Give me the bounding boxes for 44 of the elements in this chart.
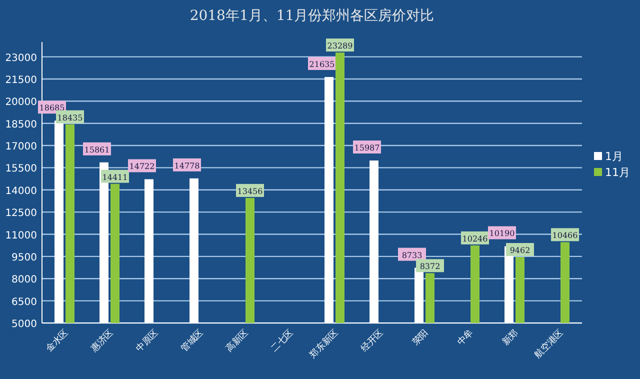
- data-label: 14411: [102, 172, 128, 182]
- data-label: 23289: [327, 42, 353, 51]
- data-label: 8733: [402, 250, 422, 260]
- y-tick-label: 17000: [5, 142, 37, 153]
- data-label: 21635: [309, 60, 335, 69]
- x-tick-label: 金水区: [44, 327, 71, 354]
- x-tick-label: 航空港区: [532, 327, 566, 361]
- x-tick-label: 中原区: [134, 327, 161, 354]
- data-label: 18435: [57, 113, 83, 122]
- y-tick-label: 15500: [5, 164, 37, 175]
- x-tick-label: 郑东新区: [307, 327, 341, 361]
- y-tick-label: 5000: [12, 319, 37, 330]
- x-tick-label: 经开区: [358, 327, 386, 354]
- y-tick-label: 6500: [12, 296, 37, 308]
- x-tick-label: 荥阳: [410, 327, 431, 348]
- y-tick-label: 20000: [5, 97, 37, 108]
- x-tick-label: 高新区: [224, 327, 251, 354]
- data-label: 10190: [489, 229, 515, 238]
- legend-label: 1月: [605, 150, 623, 163]
- y-tick-label: 18500: [5, 119, 37, 130]
- legend-label: 11月: [605, 166, 630, 179]
- y-tick-label: 12500: [5, 208, 37, 220]
- x-tick-label: 中牟: [455, 327, 476, 348]
- data-label: 10466: [552, 231, 578, 240]
- data-label: 14722: [129, 162, 155, 172]
- data-label: 15861: [84, 145, 110, 154]
- data-label: 15987: [354, 144, 380, 153]
- data-label: 14778: [174, 161, 200, 170]
- data-label: 10246: [462, 234, 488, 244]
- data-label: 18685: [39, 104, 65, 113]
- data-label: 8372: [420, 262, 440, 272]
- x-tick-label: 二七区: [268, 327, 296, 354]
- data-label: 9462: [510, 246, 530, 256]
- x-tick-label: 惠济区: [88, 327, 116, 355]
- y-tick-label: 23000: [5, 52, 37, 64]
- y-tick-label: 8000: [12, 274, 37, 286]
- data-label: 13456: [237, 186, 263, 196]
- y-tick-label: 14000: [5, 186, 37, 197]
- chart-title: 2018年1月、11月份郑州各区房价对比: [190, 8, 434, 24]
- x-tick-label: 新郑: [500, 327, 521, 348]
- x-tick-label: 管城区: [178, 327, 206, 354]
- y-tick-label: 21500: [5, 74, 37, 86]
- y-tick-label: 9500: [12, 252, 37, 264]
- y-tick-label: 11000: [5, 230, 37, 242]
